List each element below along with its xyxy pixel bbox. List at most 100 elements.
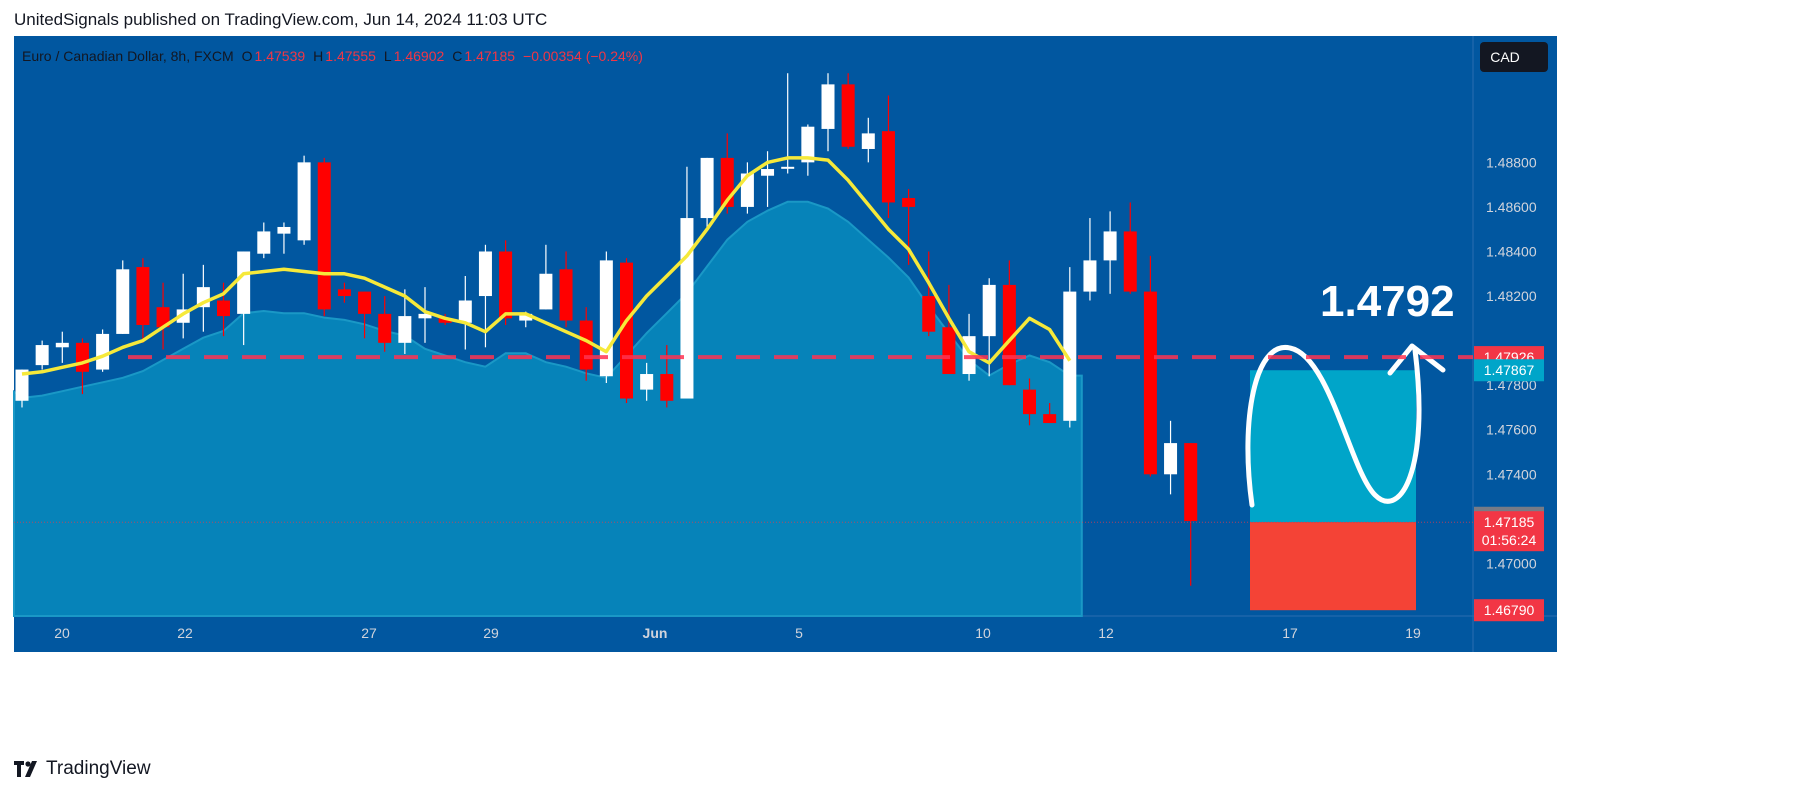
legend-h-label: H [313,48,323,64]
candle-body[interactable] [1103,231,1117,261]
y-tick-label: 1.48600 [1486,199,1537,215]
candle-body[interactable] [35,345,49,366]
candle-body[interactable] [1143,291,1157,475]
candle-body[interactable] [660,374,674,401]
x-tick-label: 12 [1098,625,1114,641]
tradingview-logo-icon [14,761,37,777]
candle-body[interactable] [55,342,69,348]
y-tick-label: 1.47600 [1486,422,1537,438]
cloud-area [13,200,1083,617]
y-tick-label: 1.47400 [1486,466,1537,482]
stop-price-label-bg [1474,599,1544,622]
candle-body[interactable] [1002,284,1016,386]
forecast-curve[interactable] [1245,345,1422,508]
candle-body[interactable] [458,300,472,323]
x-tick-label: 17 [1282,625,1298,641]
candle-body[interactable] [75,342,89,372]
candle-body[interactable] [620,262,633,399]
currency-button-label: CAD [1490,49,1520,65]
candle-body[interactable] [902,198,916,207]
candle-body[interactable] [317,162,331,310]
y-tick-label: 1.47000 [1486,555,1537,571]
target-zone[interactable] [1250,370,1416,523]
candle-body[interactable] [418,313,432,319]
candle-body[interactable] [519,313,533,321]
x-tick-label: 19 [1405,625,1421,641]
candle-body[interactable] [841,84,855,147]
candle-body[interactable] [1123,231,1137,292]
legend-o-value: 1.47539 [255,48,306,64]
annotation-price-text[interactable]: 1.4792 [1320,277,1455,326]
candle-body[interactable] [1164,443,1178,475]
legend-o-label: O [242,48,253,64]
legend-c-value: 1.47185 [464,48,515,64]
candle-body[interactable] [680,218,694,399]
candle-body[interactable] [217,300,230,317]
candle-body[interactable] [881,131,895,203]
footer: TradingView [14,758,151,780]
candle-body[interactable] [761,169,775,176]
legend-change: −0.00354 (−0.24%) [523,48,643,64]
candle-body[interactable] [15,369,29,401]
legend-l-label: L [384,48,392,64]
candle-body[interactable] [277,226,291,234]
legend-l-value: 1.46902 [394,48,445,64]
last-price-label: 1.47185 [1484,514,1535,530]
candle-body[interactable] [559,269,573,321]
footer-brand[interactable]: TradingView [46,758,151,779]
candle-body[interactable] [1043,414,1057,424]
candle-body[interactable] [700,157,714,219]
candle-body[interactable] [257,231,271,254]
candle-body[interactable] [922,296,936,332]
y-tick-label: 1.48800 [1486,154,1537,170]
stop-price-label: 1.46790 [1484,602,1535,618]
candle-body[interactable] [1184,443,1198,522]
x-tick-label: 20 [54,625,70,641]
candle-body[interactable] [337,289,351,297]
x-tick-label: 5 [795,625,803,641]
ema-yellow-line [21,156,1072,376]
x-tick-label: 29 [483,625,499,641]
countdown-label: 01:56:24 [1482,532,1537,548]
candle-body[interactable] [539,273,553,310]
candle-body[interactable] [237,251,251,314]
candle-body[interactable] [378,313,392,343]
ohlc-legend: Euro / Canadian Dollar, 8h, FXCM O 1.47539… [22,48,643,64]
candle-body[interactable] [358,291,372,314]
candle-body[interactable] [861,133,875,149]
candle-body[interactable] [136,267,150,326]
legend-c-label: C [452,48,462,64]
candle-body[interactable] [640,374,654,390]
x-tick-label: 22 [177,625,193,641]
candle-body[interactable] [942,327,956,375]
y-tick-label: 1.48400 [1486,243,1537,259]
last-price-label-bg [1474,511,1544,552]
candle-body[interactable] [398,316,412,343]
legend-symbol: Euro / Canadian Dollar, 8h, FXCM [22,48,234,64]
candle-body[interactable] [297,162,311,241]
candle-body[interactable] [821,84,835,129]
candle-body[interactable] [116,269,130,334]
target-price-label: 1.47867 [1484,362,1535,378]
candle-body[interactable] [982,284,996,337]
x-tick-label: 27 [361,625,377,641]
legend-h-value: 1.47555 [325,48,376,64]
stop-zone[interactable] [1250,522,1416,611]
published-header: UnitedSignals published on TradingView.c… [14,10,548,29]
candle-body[interactable] [156,307,170,328]
candle-body[interactable] [438,318,452,323]
forecast-arrowhead-icon [1387,343,1446,376]
candle-body[interactable] [1083,260,1097,292]
candle-body[interactable] [801,126,815,163]
candle-body[interactable] [499,251,513,319]
y-tick-label: 1.48200 [1486,288,1537,304]
candle-body[interactable] [96,333,110,370]
target-price-label-bg [1474,359,1544,382]
candle-body[interactable] [478,251,492,297]
candle-body[interactable] [1023,389,1036,415]
candle-body[interactable] [781,166,795,169]
x-tick-label: Jun [643,625,668,641]
candle-body[interactable] [1063,291,1077,421]
currency-button[interactable] [1480,42,1548,72]
